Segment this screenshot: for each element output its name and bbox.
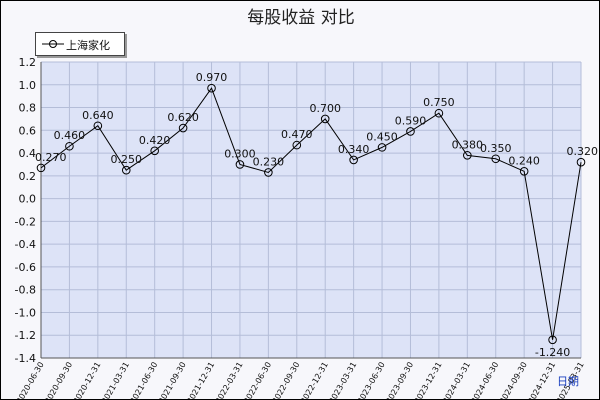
legend-marker-icon — [42, 40, 64, 48]
x-axis-title: 日期 — [557, 375, 579, 388]
legend-label: 上海家化 — [66, 39, 110, 52]
x-tick-label: 2021-12-31 — [185, 361, 216, 400]
x-tick-label: 2024-12-31 — [526, 361, 557, 400]
y-tick-label: 0.8 — [19, 102, 37, 115]
x-tick-label: 2021-03-31 — [100, 361, 131, 400]
data-point — [377, 143, 387, 152]
data-point — [491, 154, 501, 164]
data-label: 0.230 — [253, 155, 285, 168]
data-label: 0.240 — [508, 154, 540, 167]
data-point — [36, 163, 46, 173]
data-label: 0.640 — [82, 109, 114, 122]
data-label: 0.320 — [567, 145, 599, 158]
data-label: 0.350 — [480, 142, 512, 155]
series-line — [40, 87, 582, 340]
data-point — [235, 160, 245, 169]
x-tick-label: 2022-12-31 — [299, 361, 330, 400]
x-tick-label: 2021-06-30 — [128, 361, 159, 400]
x-tick-label: 2020-12-31 — [72, 361, 103, 400]
data-label: 0.700 — [309, 102, 341, 115]
data-point — [548, 335, 557, 345]
y-tick-label: 1.0 — [19, 79, 37, 92]
data-point — [320, 114, 330, 124]
chart-title: 每股收益 对比 — [247, 8, 355, 28]
data-point — [178, 123, 188, 133]
data-label: 0.250 — [111, 153, 143, 166]
x-tick-label: 2022-09-30 — [270, 361, 301, 400]
x-tick-label: 2021-09-30 — [157, 361, 188, 400]
data-point — [292, 140, 302, 150]
data-label: 0.470 — [281, 128, 313, 141]
x-tick-label: 2022-03-31 — [214, 361, 245, 400]
x-tick-label: 2022-06-30 — [242, 361, 273, 400]
data-point — [93, 121, 103, 131]
data-label: 0.300 — [224, 147, 256, 160]
x-tick-label: 2020-09-30 — [43, 361, 74, 400]
data-point — [434, 108, 444, 118]
data-point — [406, 127, 415, 136]
data-point — [576, 157, 586, 167]
y-tick-label: 0.6 — [19, 124, 37, 137]
data-point — [519, 166, 529, 176]
data-point — [121, 165, 131, 175]
data-point — [65, 141, 74, 151]
data-label: 0.620 — [167, 111, 199, 124]
x-tick-label: 2023-09-30 — [384, 361, 415, 400]
y-tick-label: 0.0 — [19, 193, 37, 206]
data-point — [264, 168, 273, 177]
y-tick-label: -0.2 — [15, 215, 36, 228]
data-label: 0.340 — [338, 143, 370, 156]
y-tick-label: -0.4 — [15, 238, 36, 251]
data-point — [150, 146, 159, 156]
x-tick-label: 2023-06-30 — [356, 361, 387, 400]
legend: 上海家化 — [35, 32, 125, 56]
data-label: 0.460 — [54, 129, 86, 142]
y-tick-label: -0.8 — [15, 284, 36, 297]
data-label: 0.270 — [35, 151, 67, 164]
data-point — [207, 83, 216, 93]
y-tick-label: -0.6 — [15, 261, 36, 274]
y-tick-label: -1.4 — [15, 352, 36, 365]
y-tick-label: 0.2 — [19, 170, 37, 183]
x-tick-label: 2024-06-30 — [469, 360, 500, 399]
y-tick-label: 0.4 — [19, 147, 37, 160]
data-label: 0.450 — [366, 130, 398, 143]
data-label: 0.750 — [423, 96, 455, 109]
x-tick-label: 2024-09-30 — [498, 361, 529, 400]
data-label: 0.970 — [196, 71, 228, 84]
y-tick-label: 1.2 — [19, 56, 37, 69]
data-point — [349, 155, 358, 165]
data-label: 0.380 — [452, 138, 484, 151]
x-tick-label: 2023-03-31 — [327, 361, 358, 400]
x-tick-label: 2024-03-31 — [441, 361, 472, 400]
data-label: 0.420 — [139, 134, 171, 147]
plot-area — [41, 62, 581, 358]
x-tick-label: 2023-12-31 — [413, 361, 444, 400]
y-tick-label: -1.0 — [15, 306, 36, 319]
data-label: 0.590 — [395, 114, 427, 127]
x-tick-label: 2020-06-30 — [15, 361, 46, 400]
data-label: -1.240 — [535, 346, 570, 359]
y-tick-label: -1.2 — [15, 329, 36, 342]
data-point — [463, 151, 472, 160]
